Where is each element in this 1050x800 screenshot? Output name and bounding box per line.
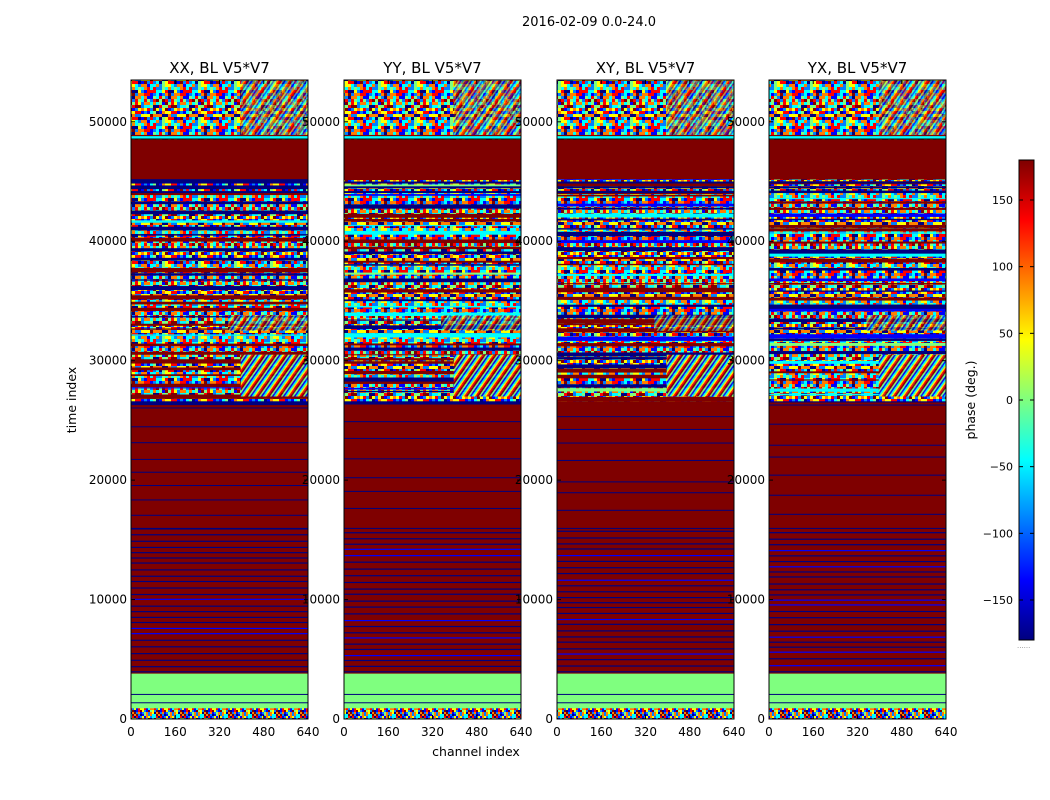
colorbar: 150 100 50 0 −50 −100 −150 phase (deg.) ......	[963, 159, 1035, 650]
y-tick-label: 30000	[89, 354, 127, 368]
x-tick-label: 0	[765, 725, 773, 739]
y-tick-label: 40000	[515, 234, 553, 248]
panel-yx: YX, BL V5*V7 0 160 320 480 640 0 10000 20000 3000…	[727, 59, 958, 739]
x-tick-label: 0	[340, 725, 348, 739]
heatmap-image	[131, 80, 308, 719]
y-tick-label: 10000	[302, 593, 340, 607]
x-tick-label: 640	[297, 725, 320, 739]
y-tick-label: 20000	[302, 473, 340, 487]
panel-title: YX, BL V5*V7	[807, 59, 908, 77]
colorbar-tick-label: 0	[1006, 394, 1013, 407]
x-tick-label: 480	[465, 725, 488, 739]
y-tick-label: 50000	[727, 115, 765, 129]
y-tick-label: 0	[757, 712, 765, 726]
suptitle: 2016-02-09 0.0-24.0	[522, 15, 656, 30]
panel-yy: YY, BL V5*V7 0 160 320 480 640 0 10000 20000 3000…	[302, 59, 533, 739]
y-tick-label: 50000	[89, 115, 127, 129]
colorbar-tick-label: −100	[983, 527, 1013, 540]
y-tick-label: 0	[332, 712, 340, 726]
y-tick-label: 30000	[727, 354, 765, 368]
x-tick-label: 640	[935, 725, 958, 739]
colorbar-footnote: ......	[1017, 642, 1030, 650]
x-tick-label: 480	[252, 725, 275, 739]
y-tick-label: 10000	[727, 593, 765, 607]
x-tick-label: 320	[846, 725, 869, 739]
panel-xx: XX, BL V5*V7 0 160 320 480 640 0 10000 20000 3000…	[89, 59, 320, 739]
colorbar-tick-label: 150	[992, 194, 1013, 207]
y-tick-label: 40000	[302, 234, 340, 248]
colorbar-ticks: 150 100 50 0 −50 −100 −150	[983, 194, 1034, 607]
heatmap-image	[769, 80, 946, 719]
y-tick-label: 30000	[515, 354, 553, 368]
x-tick-label: 320	[421, 725, 444, 739]
x-tick-label: 320	[634, 725, 657, 739]
x-tick-label: 320	[208, 725, 231, 739]
x-tick-label: 0	[553, 725, 561, 739]
x-tick-label: 160	[802, 725, 825, 739]
y-tick-label: 20000	[515, 473, 553, 487]
y-tick-label: 30000	[302, 354, 340, 368]
panel-xy: XY, BL V5*V7 0 160 320 480 640 0 10000 20000 3000…	[515, 59, 746, 739]
x-tick-label: 640	[510, 725, 533, 739]
y-tick-label: 40000	[89, 234, 127, 248]
y-tick-label: 20000	[89, 473, 127, 487]
y-tick-label: 0	[545, 712, 553, 726]
x-tick-label: 160	[164, 725, 187, 739]
x-tick-label: 640	[723, 725, 746, 739]
y-tick-label: 10000	[515, 593, 553, 607]
y-tick-label: 10000	[89, 593, 127, 607]
x-tick-label: 0	[127, 725, 135, 739]
x-axis-label: channel index	[432, 744, 520, 759]
y-tick-label: 50000	[515, 115, 553, 129]
colorbar-label: phase (deg.)	[963, 361, 978, 440]
x-tick-label: 160	[590, 725, 613, 739]
y-tick-label: 0	[119, 712, 127, 726]
x-tick-label: 480	[890, 725, 913, 739]
y-axis-label: time index	[64, 367, 79, 433]
colorbar-tick-label: 100	[992, 261, 1013, 274]
colorbar-tick-label: −150	[983, 594, 1013, 607]
y-tick-label: 20000	[727, 473, 765, 487]
y-tick-label: 40000	[727, 234, 765, 248]
y-tick-label: 50000	[302, 115, 340, 129]
x-tick-label: 160	[377, 725, 400, 739]
panel-title: XX, BL V5*V7	[169, 59, 270, 77]
panel-title: XY, BL V5*V7	[596, 59, 696, 77]
heatmap-image	[557, 80, 734, 719]
heatmap-image	[344, 80, 521, 719]
colorbar-tick-label: −50	[990, 461, 1013, 474]
colorbar-tick-label: 50	[999, 327, 1013, 340]
panel-title: YY, BL V5*V7	[382, 59, 481, 77]
panels: XX, BL V5*V7 0 160 320 480 640 0 10000 20000 3000…	[89, 59, 958, 739]
x-tick-label: 480	[678, 725, 701, 739]
